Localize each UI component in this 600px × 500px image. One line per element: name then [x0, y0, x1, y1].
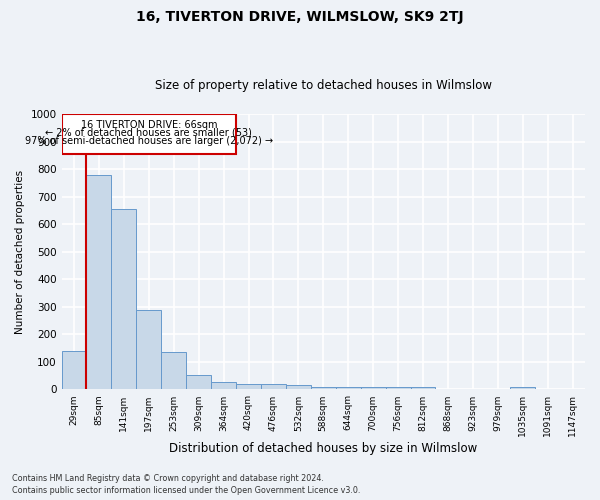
- Bar: [86, 174, 112, 390]
- Y-axis label: Number of detached properties: Number of detached properties: [15, 170, 25, 334]
- Bar: [136, 310, 161, 390]
- Bar: [211, 382, 236, 390]
- Bar: [510, 386, 535, 390]
- Bar: [286, 386, 311, 390]
- Bar: [112, 209, 136, 390]
- Bar: [361, 386, 386, 390]
- Text: 16 TIVERTON DRIVE: 66sqm: 16 TIVERTON DRIVE: 66sqm: [80, 120, 217, 130]
- Bar: [62, 351, 86, 390]
- X-axis label: Distribution of detached houses by size in Wilmslow: Distribution of detached houses by size …: [169, 442, 478, 455]
- Bar: [161, 352, 186, 390]
- Text: 97% of semi-detached houses are larger (2,072) →: 97% of semi-detached houses are larger (…: [25, 136, 273, 146]
- Bar: [186, 375, 211, 390]
- Text: ← 2% of detached houses are smaller (53): ← 2% of detached houses are smaller (53): [46, 128, 252, 138]
- Bar: [311, 388, 336, 390]
- Text: 16, TIVERTON DRIVE, WILMSLOW, SK9 2TJ: 16, TIVERTON DRIVE, WILMSLOW, SK9 2TJ: [136, 10, 464, 24]
- Bar: [236, 384, 261, 390]
- Title: Size of property relative to detached houses in Wilmslow: Size of property relative to detached ho…: [155, 79, 492, 92]
- Text: Contains HM Land Registry data © Crown copyright and database right 2024.
Contai: Contains HM Land Registry data © Crown c…: [12, 474, 361, 495]
- Bar: [261, 384, 286, 390]
- Bar: [336, 386, 361, 390]
- Bar: [410, 388, 436, 390]
- Bar: [62, 114, 236, 154]
- Bar: [386, 386, 410, 390]
